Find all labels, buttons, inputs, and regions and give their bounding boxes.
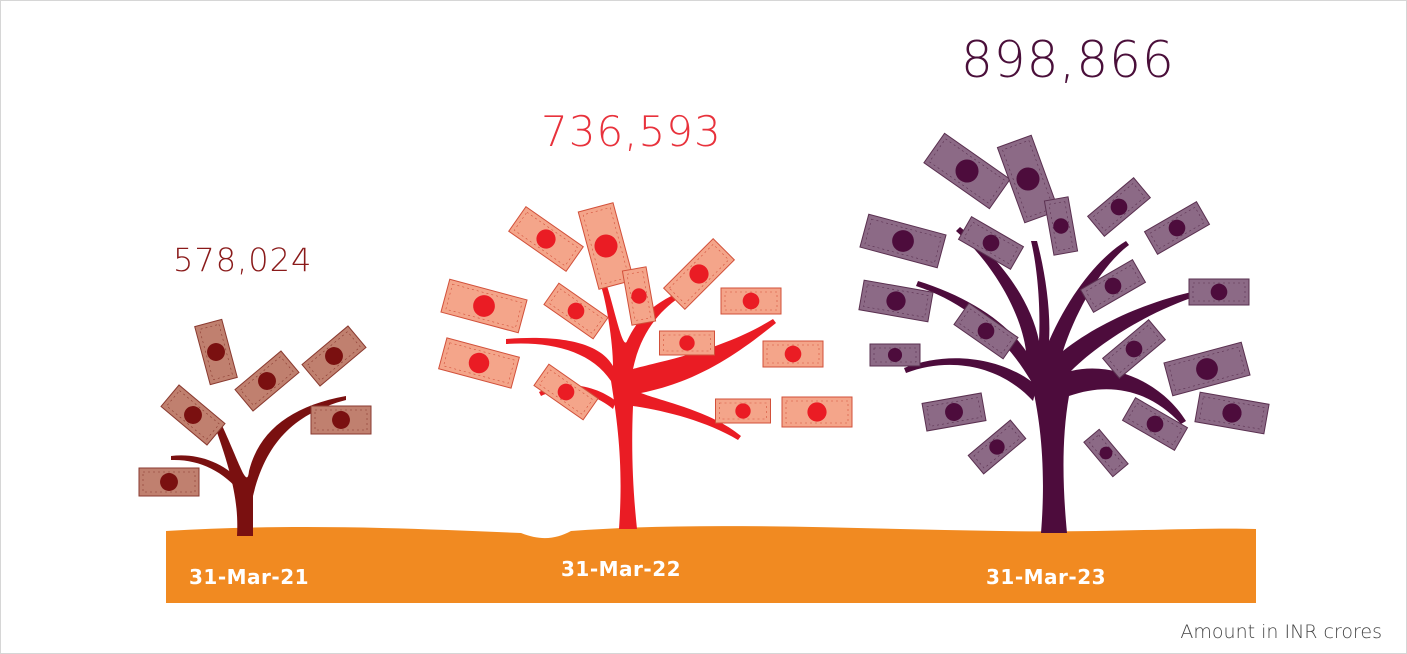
bill-emblem [735, 403, 750, 418]
amount: 736,593 [541, 107, 722, 156]
money-bill [509, 207, 584, 272]
money-bill [1145, 202, 1210, 255]
money-bill [544, 283, 608, 339]
date-label: 31-Mar-22 [561, 557, 681, 581]
money-bill [311, 406, 371, 434]
money-bill [660, 331, 715, 355]
money-bill [721, 288, 781, 314]
money-bill [1189, 279, 1249, 305]
money-bill [922, 393, 986, 431]
money-bill [763, 341, 823, 367]
money-bill [1088, 178, 1151, 236]
bill-emblem [679, 335, 694, 350]
money-bill [534, 364, 598, 420]
bill-emblem [785, 346, 802, 363]
bill-emblem [807, 402, 826, 421]
money-bill [870, 344, 920, 366]
money-bill [302, 326, 366, 386]
money-bill [1081, 260, 1146, 313]
money-bill [1195, 392, 1269, 434]
money-bill [860, 214, 946, 268]
amount: 898,866 [961, 31, 1175, 89]
unit-note: Amount in INR crores [1180, 621, 1382, 643]
money-bill [161, 385, 225, 445]
money-bill [924, 133, 1010, 208]
money-bill [441, 279, 527, 333]
tree [904, 227, 1197, 533]
money-bill [1123, 398, 1188, 451]
bill-emblem [743, 293, 760, 310]
bill-emblem [1211, 284, 1228, 301]
infographic: 578,024 736,593 898,866 31-Mar-21 31-Mar… [0, 0, 1407, 654]
money-bill [716, 399, 771, 423]
bill-emblem [332, 411, 350, 429]
money-bill [1044, 197, 1077, 255]
money-bill [439, 338, 520, 388]
money-bill [1164, 342, 1250, 396]
money-bill [235, 351, 299, 411]
money-bill [782, 397, 852, 427]
amount: 578,024 [173, 241, 312, 279]
bill-emblem [888, 348, 902, 362]
money-bill [139, 468, 199, 496]
date-label: 31-Mar-21 [189, 565, 309, 589]
money-bill [622, 267, 655, 325]
money-bill [1084, 429, 1128, 476]
illustration [1, 1, 1406, 653]
money-bill [954, 303, 1018, 359]
money-bill [195, 319, 238, 384]
date-label: 31-Mar-23 [986, 565, 1106, 589]
bill-emblem [160, 473, 178, 491]
money-bill [968, 420, 1026, 474]
